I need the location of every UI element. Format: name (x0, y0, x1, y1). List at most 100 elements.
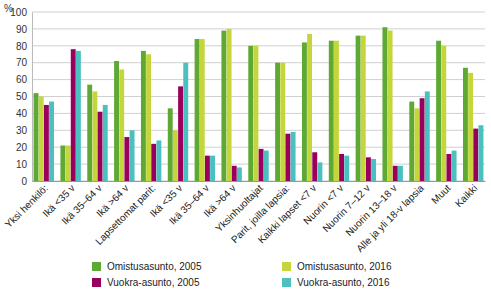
legend-label: Omistusasunto, 2016 (297, 261, 392, 272)
tick: Ikä 35–64 v (167, 181, 211, 227)
legend-item: Omistusasunto, 2005 (92, 261, 202, 272)
bar (130, 130, 135, 181)
axis-line (33, 181, 486, 182)
bar (398, 166, 403, 181)
bar (237, 167, 242, 181)
bar (339, 154, 344, 181)
tick: 40 (16, 108, 32, 119)
plot: 0 10 20 30 40 50 60 70 80 90 100 Yksi henkilö:Ikä <… (3, 7, 486, 255)
tick-label: Lapsettomat parit: (93, 182, 157, 246)
bar (382, 27, 387, 181)
tick-label: Yksi henkilö: (3, 182, 50, 229)
grid (32, 12, 485, 181)
tick-label: 80 (16, 41, 28, 52)
bar (463, 68, 468, 181)
tick: 50 (16, 91, 32, 102)
bar (168, 108, 173, 181)
bar (446, 154, 451, 181)
tick-label: Ikä 35–64 v (59, 182, 103, 226)
bar (478, 125, 483, 181)
bar (141, 51, 146, 181)
bars (34, 27, 484, 181)
bar (285, 134, 290, 181)
tick-label: 0 (21, 176, 27, 187)
bar (248, 46, 253, 181)
bar (334, 41, 339, 181)
bar (49, 102, 54, 181)
tick: Lapsettomat parit: (93, 181, 157, 247)
bar (302, 42, 307, 181)
bar (124, 137, 129, 181)
bar (414, 108, 419, 181)
bar (210, 156, 215, 181)
bar (468, 73, 473, 181)
tick: 20 (16, 142, 32, 153)
bar (441, 46, 446, 181)
legend: Omistusasunto, 2005 Omistusasunto, 2016 Vu… (92, 261, 392, 288)
tick: 0 (21, 176, 32, 187)
grid-line (32, 62, 485, 63)
grid-line (32, 45, 485, 46)
bar (178, 86, 183, 181)
tick: 90 (16, 24, 32, 35)
tick: 60 (16, 74, 32, 85)
x-axis: Yksi henkilö:Ikä <35 vIkä 35–64 vIkä >64… (3, 181, 486, 254)
tick: Ikä 35–64 v (59, 181, 103, 227)
bar (205, 156, 210, 181)
bar (87, 85, 92, 181)
bar (71, 49, 76, 181)
bar (317, 162, 322, 181)
legend-label: Omistusasunto, 2005 (107, 261, 202, 272)
bar (98, 112, 103, 181)
tick-label: Kaikki (453, 182, 480, 209)
bar (275, 63, 280, 181)
bar (221, 31, 226, 181)
bar (452, 151, 457, 181)
legend-item: Vuokra-asunto, 2005 (92, 277, 200, 288)
legend-swatch (282, 262, 291, 271)
legend-label: Vuokra-asunto, 2005 (107, 277, 200, 288)
tick-label: 60 (16, 74, 28, 85)
tick: 80 (16, 41, 32, 52)
tick-label: 30 (16, 125, 28, 136)
tick: 100 (10, 7, 32, 18)
tick-label: 10 (16, 159, 28, 170)
axis-title: % (4, 3, 13, 14)
bar (371, 159, 376, 181)
bar (151, 144, 156, 181)
bar (183, 63, 188, 181)
bar (114, 61, 119, 181)
bar (39, 97, 44, 182)
tick: 70 (16, 57, 32, 68)
bar (34, 93, 39, 181)
tick-label: Muut (429, 182, 453, 206)
bar (92, 91, 97, 181)
y-axis: 0 10 20 30 40 50 60 70 80 90 100 (10, 7, 32, 187)
bar (280, 63, 285, 181)
series (49, 51, 483, 181)
tick: Yksi henkilö: (3, 181, 50, 230)
legend-swatch (282, 278, 291, 287)
axis-line (32, 13, 33, 182)
bar (393, 166, 398, 181)
bar (156, 140, 161, 181)
grid-line (32, 28, 485, 29)
tick-label: Alle ja yli 18-v lapsia (354, 182, 426, 254)
bar (195, 39, 200, 181)
bar (200, 39, 205, 181)
bar (76, 51, 81, 181)
bar (307, 34, 312, 181)
bar (388, 31, 393, 181)
bar (227, 29, 232, 181)
bar (264, 151, 269, 181)
bar (103, 105, 108, 181)
series (44, 49, 478, 181)
bar (146, 54, 151, 181)
tick: Kaikki (453, 181, 480, 209)
bar (356, 36, 361, 181)
legend-item: Vuokra-asunto, 2016 (282, 277, 390, 288)
bar (66, 146, 71, 181)
bar (329, 41, 334, 181)
tick-label: 70 (16, 57, 28, 68)
tick: 10 (16, 159, 32, 170)
